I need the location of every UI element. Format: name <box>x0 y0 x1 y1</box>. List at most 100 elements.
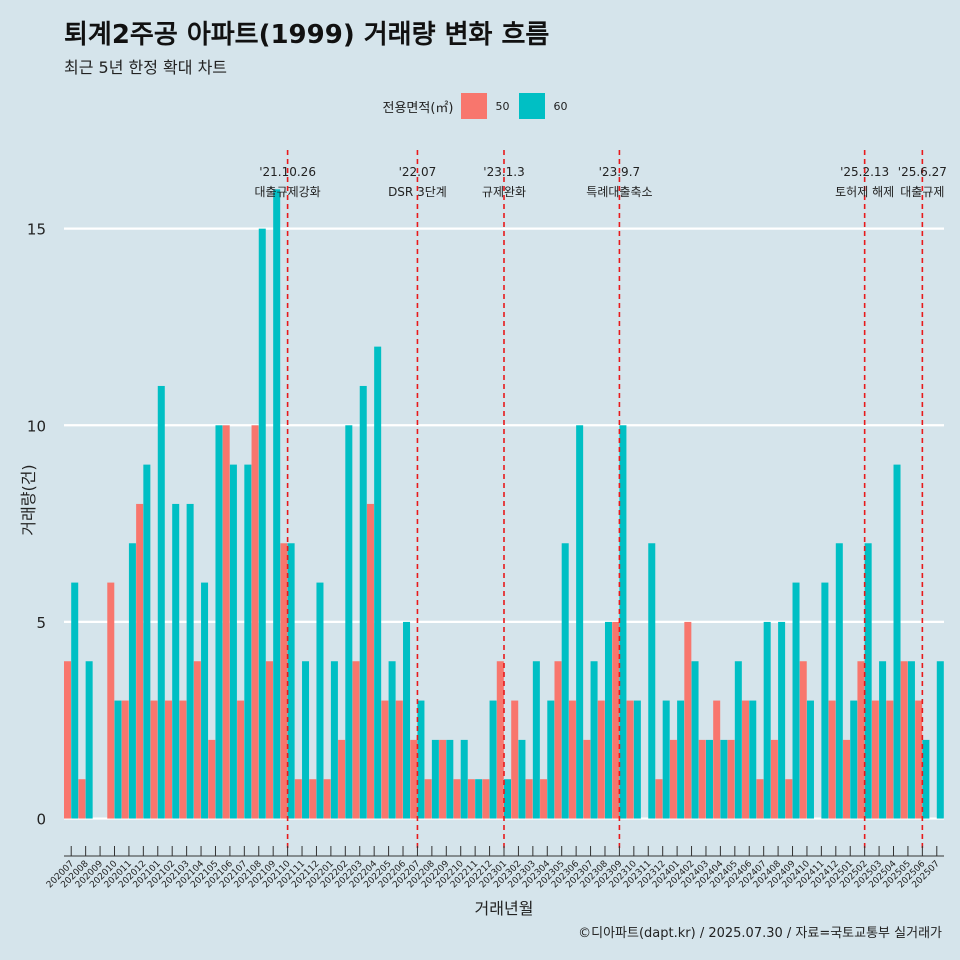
y-tick-label: 15 <box>27 221 46 239</box>
bar-60-202302 <box>518 739 526 819</box>
bar-50-202104 <box>193 661 201 819</box>
bar-60-202506 <box>922 739 930 819</box>
event-label-4: 토허제 해제 <box>835 185 894 199</box>
bar-50-202502 <box>857 661 865 819</box>
bar-60-202206 <box>403 621 411 819</box>
bar-50-202310 <box>626 700 634 819</box>
bar-50-202305 <box>554 661 562 819</box>
bar-60-202107 <box>244 464 252 819</box>
bar-60-202507 <box>936 661 944 819</box>
legend-label-50: 50 <box>495 99 510 113</box>
bar-50-202203 <box>352 661 360 819</box>
bar-50-202301 <box>496 661 504 819</box>
bar-50-202307 <box>583 739 591 819</box>
bar-50-202505 <box>900 661 908 819</box>
bar-60-202207 <box>417 700 425 819</box>
bar-60-202406 <box>749 700 757 819</box>
bar-60-202012 <box>143 464 151 819</box>
bar-50-202409 <box>785 779 793 819</box>
y-tick-label: 10 <box>27 417 46 435</box>
bar-60-202502 <box>864 543 872 819</box>
bar-60-202008 <box>85 661 93 819</box>
event-date-2: '23.1.3 <box>483 165 524 179</box>
bar-50-202504 <box>886 700 894 819</box>
bar-50-202202 <box>338 739 346 819</box>
bar-60-202403 <box>705 739 713 819</box>
bar-50-202503 <box>871 700 879 819</box>
bar-50-202302 <box>511 700 519 819</box>
bar-50-202008 <box>78 779 86 819</box>
bar-50-202012 <box>136 503 144 819</box>
bar-50-202402 <box>684 621 692 819</box>
bar-50-202209 <box>439 739 447 819</box>
bar-60-202412 <box>835 543 843 819</box>
event-label-1: DSR 3단계 <box>388 185 447 199</box>
bar-60-202109 <box>273 189 281 819</box>
event-label-0: 대출규제강화 <box>254 185 320 199</box>
bar-60-202503 <box>879 661 887 819</box>
bar-50-202107 <box>237 700 245 819</box>
bar-60-202304 <box>547 700 555 819</box>
bar-60-202408 <box>778 621 786 819</box>
bar-60-202209 <box>446 739 454 819</box>
bar-50-202010 <box>107 582 115 819</box>
legend-title: 전용면적(㎡) <box>382 100 454 116</box>
bar-60-202310 <box>633 700 641 819</box>
bar-50-202308 <box>597 700 605 819</box>
event-date-3: '23.9.7 <box>599 165 640 179</box>
bar-50-202103 <box>179 700 187 819</box>
bar-50-202208 <box>424 779 432 819</box>
event-label-5: 대출규제 <box>900 185 944 199</box>
bar-50-202410 <box>799 661 807 819</box>
bar-60-202204 <box>374 346 382 819</box>
bar-50-202101 <box>150 700 158 819</box>
x-axis-title: 거래년월 <box>475 899 534 918</box>
bar-60-202105 <box>215 425 223 819</box>
bar-60-202103 <box>186 503 194 819</box>
y-tick-label: 5 <box>36 614 46 632</box>
bar-50-202306 <box>568 700 576 819</box>
bar-60-202504 <box>893 464 901 819</box>
bar-50-202206 <box>395 700 403 819</box>
bar-50-202506 <box>915 700 923 819</box>
chart-title: 퇴계2주공 아파트(1999) 거래량 변화 흐름 <box>64 20 550 50</box>
bar-50-202109 <box>265 661 273 819</box>
bar-60-202411 <box>821 582 829 819</box>
bar-60-202303 <box>532 661 540 819</box>
event-label-2: 규제완화 <box>482 185 526 199</box>
chart-subtitle: 최근 5년 한정 확대 차트 <box>64 58 228 77</box>
bar-50-202011 <box>121 700 129 819</box>
bar-60-202402 <box>691 661 699 819</box>
legend-key-50 <box>461 93 488 119</box>
bar-60-202409 <box>792 582 800 819</box>
bar-50-202303 <box>525 779 533 819</box>
event-date-0: '21.10.26 <box>259 165 316 179</box>
bar-60-202112 <box>316 582 324 819</box>
bar-60-202404 <box>720 739 728 819</box>
bar-60-202505 <box>907 661 915 819</box>
bar-50-202408 <box>770 739 778 819</box>
bar-50-202108 <box>251 425 259 819</box>
bar-60-202202 <box>345 425 353 819</box>
bar-50-202111 <box>294 779 302 819</box>
bar-60-202311 <box>648 543 656 819</box>
bar-60-202102 <box>172 503 180 819</box>
bar-60-202309 <box>619 425 627 819</box>
bar-50-202112 <box>309 779 317 819</box>
y-axis-title: 거래량(건) <box>19 464 38 535</box>
bar-60-202306 <box>576 425 584 819</box>
bar-50-202312 <box>655 779 663 819</box>
bar-60-202410 <box>806 700 814 819</box>
bar-60-202307 <box>590 661 598 819</box>
bar-50-202405 <box>727 739 735 819</box>
event-date-1: '22.07 <box>399 165 437 179</box>
caption: ©디아파트(dapt.kr) / 2025.07.30 / 자료=국토교통부 실… <box>578 926 942 941</box>
bar-60-202208 <box>431 739 439 819</box>
bar-60-202201 <box>330 661 338 819</box>
bar-50-202201 <box>323 779 331 819</box>
bar-50-202102 <box>164 700 172 819</box>
bar-60-202405 <box>734 661 742 819</box>
bar-60-202407 <box>763 621 771 819</box>
bar-50-202407 <box>756 779 764 819</box>
